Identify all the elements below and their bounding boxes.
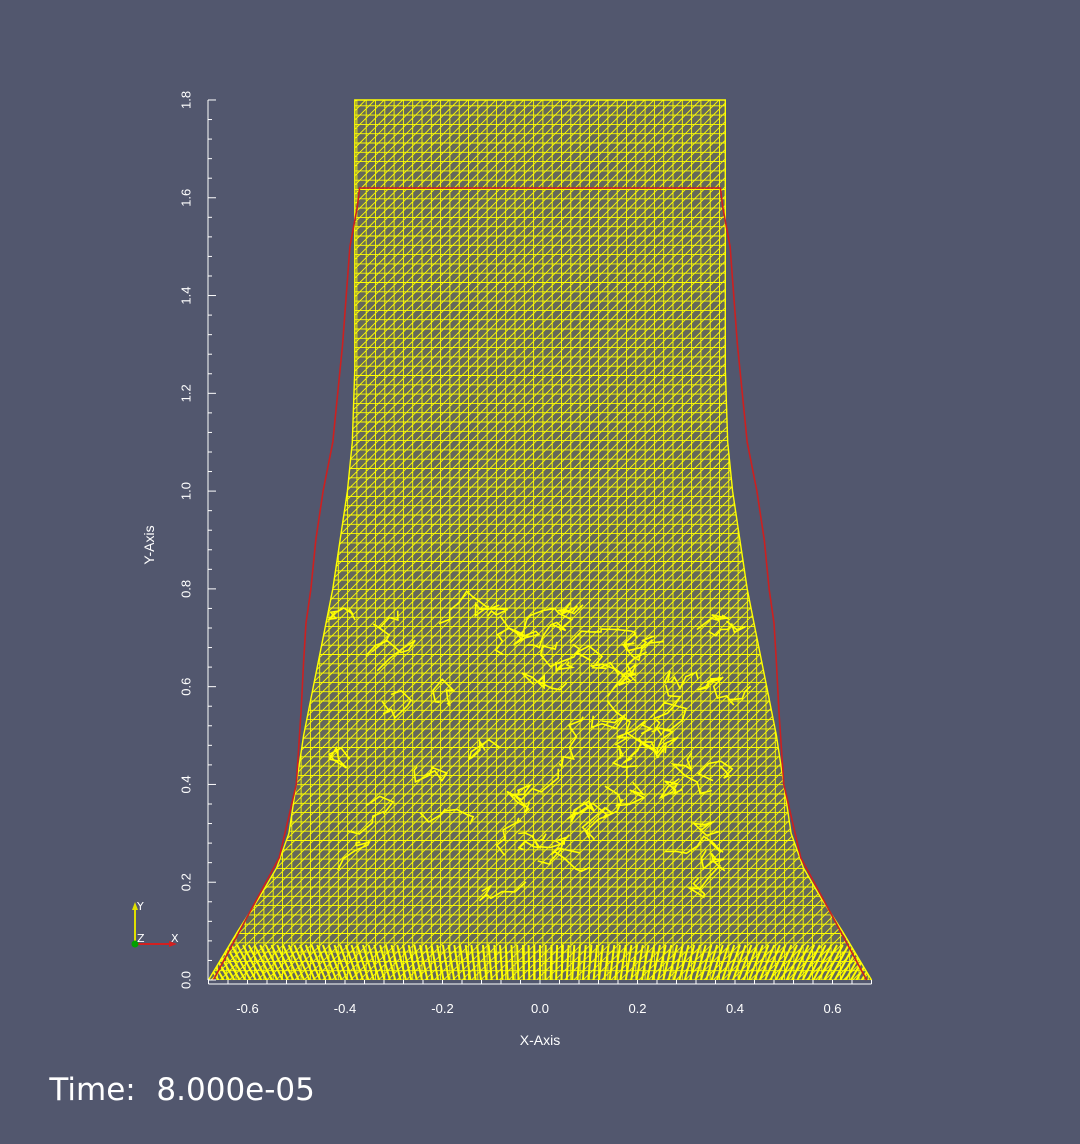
outline-series <box>207 99 873 981</box>
x-tick-label: -0.6 <box>236 1001 258 1016</box>
time-value: 8.000e-05 <box>156 1072 315 1108</box>
mesh-distortion <box>327 589 752 902</box>
orient-y-head <box>132 902 138 910</box>
mesh-base-fan <box>208 944 872 980</box>
y-tick-label: 1.4 <box>179 287 194 305</box>
y-tick-label: 1.6 <box>179 189 194 207</box>
y-tick-label: 1.2 <box>179 384 194 402</box>
y-tick-label: 0.2 <box>179 873 194 891</box>
x-tick-label: 0.6 <box>823 1001 841 1016</box>
y-tick-label: 0.6 <box>179 678 194 696</box>
y-tick-label: 0.8 <box>179 580 194 598</box>
x-tick-label: -0.4 <box>334 1001 356 1016</box>
x-tick-label: 0.2 <box>628 1001 646 1016</box>
y-tick-label: 0.4 <box>179 775 194 793</box>
y-tick-label: 1.8 <box>179 91 194 109</box>
orient-x-label: X <box>171 932 179 945</box>
deformed-mesh <box>208 100 872 980</box>
x-tick-label: 0.0 <box>531 1001 549 1016</box>
render-viewport[interactable]: 0.0 0.2 0.4 0.6 0.8 1.0 1.2 1.4 1.6 1.8 -0.6 -0.4 -0… <box>0 0 1080 1108</box>
series-line-1 <box>212 187 868 981</box>
orient-x-head <box>169 941 177 947</box>
y-tick-label: 1.0 <box>179 482 194 500</box>
y-axis-title: Y-Axis <box>141 525 157 564</box>
time-annotation: Time: 8.000e-05 <box>10 1036 315 1144</box>
x-tick-label: 0.4 <box>726 1001 744 1016</box>
time-label: Time: <box>49 1072 136 1108</box>
orient-z-dot <box>131 940 139 948</box>
orient-z-label: Z <box>137 932 145 945</box>
axes: 0.0 0.2 0.4 0.6 0.8 1.0 1.2 1.4 1.6 1.8 -0.6 -0.4 -0… <box>141 91 872 1048</box>
mesh-plot[interactable]: 0.0 0.2 0.4 0.6 0.8 1.0 1.2 1.4 1.6 1.8 -0.6 -0.4 -0… <box>0 0 1080 1080</box>
x-axis-title: X-Axis <box>520 1032 560 1048</box>
y-tick-label: 0.0 <box>179 971 194 989</box>
x-tick-label: -0.2 <box>431 1001 453 1016</box>
orientation-axes-widget: Y Z X <box>131 900 179 948</box>
orient-y-label: Y <box>136 900 144 913</box>
